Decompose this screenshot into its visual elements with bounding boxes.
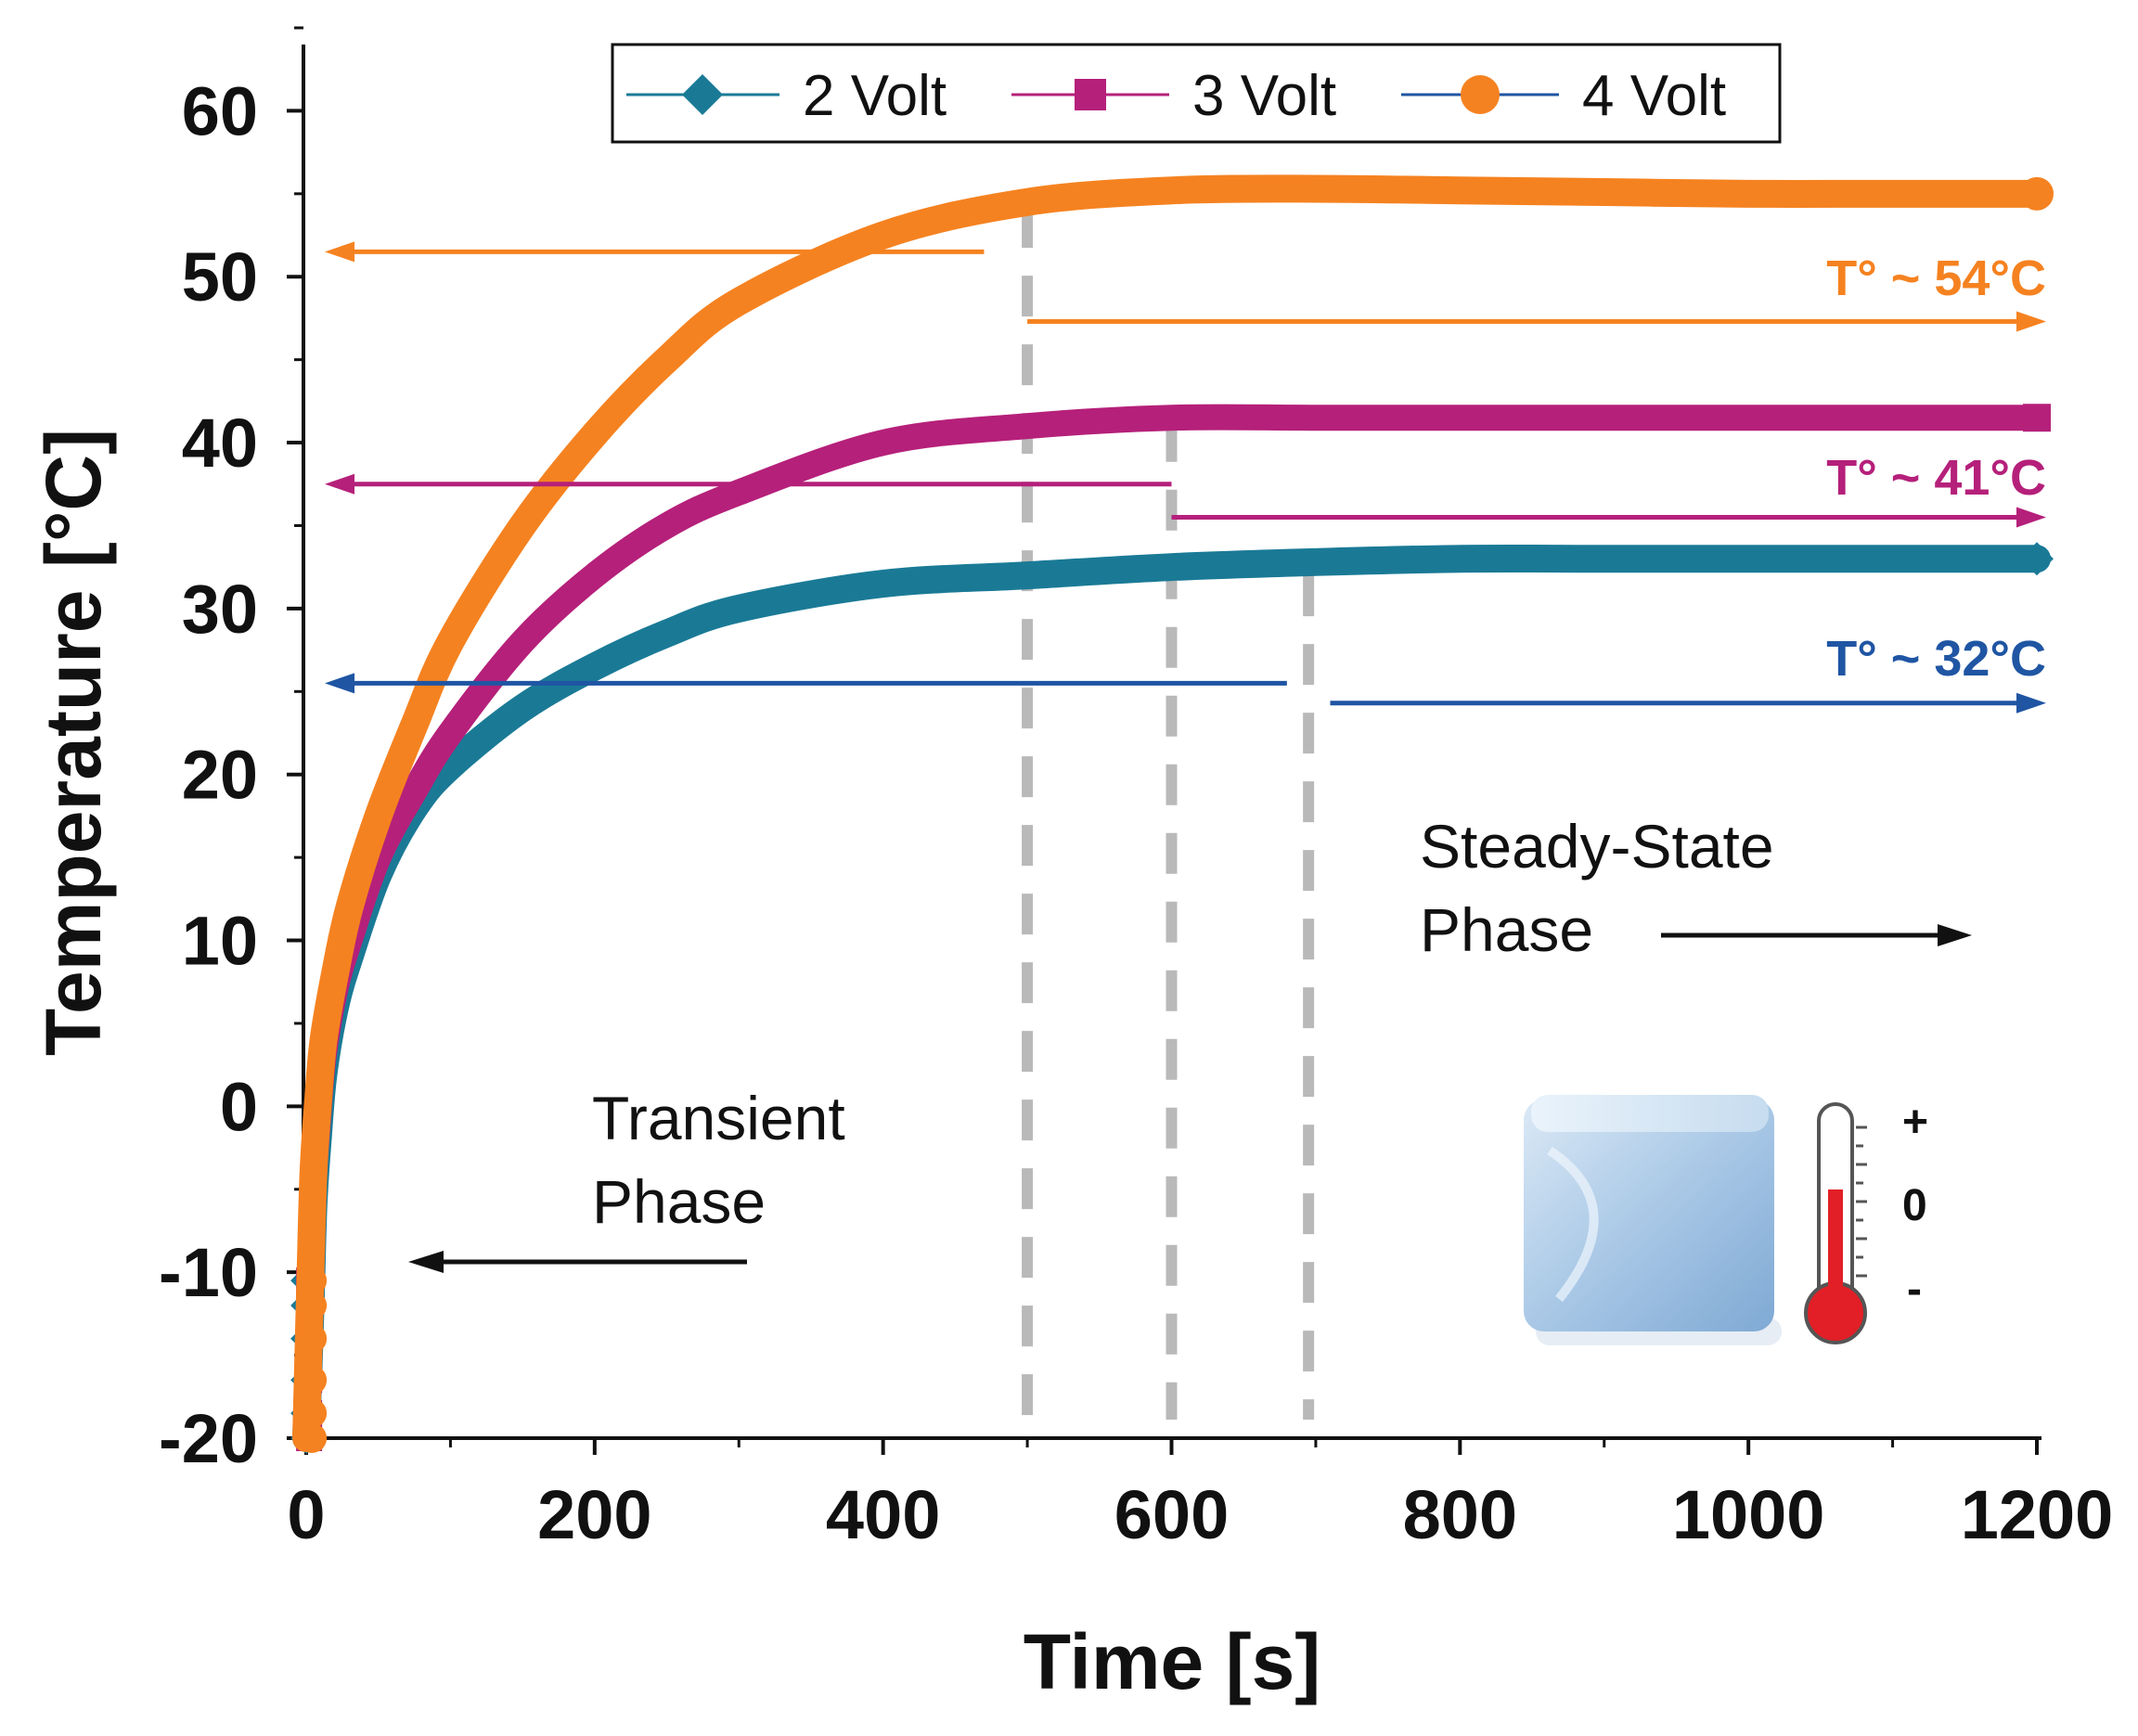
x-tick-label: 800 <box>1403 1476 1517 1553</box>
right-arrow-head <box>2016 507 2046 528</box>
legend: 2 Volt 3 Volt 4 Volt <box>611 43 1782 144</box>
legend-marker-2v <box>682 74 723 115</box>
temp-label-32: T° ~ 32°C <box>1826 631 2046 687</box>
steady-line-2: Phase <box>1420 895 1593 964</box>
legend-label-4v: 4 Volt <box>1582 64 1726 128</box>
left-arrow-head <box>325 241 354 263</box>
steady-line-1: Steady-State <box>1420 812 1774 881</box>
series-end-marker <box>2020 542 2054 576</box>
legend-label-3v: 3 Volt <box>1192 64 1336 128</box>
y-tick-label: -20 <box>159 1400 258 1477</box>
thermometer-minus-label: - <box>1907 1265 1922 1314</box>
ice-cube-illustration <box>1524 1095 1782 1345</box>
thermometer-mercury <box>1828 1189 1843 1301</box>
series-line-4-volt <box>292 174 2051 1452</box>
tick-labels: 0 200 400 600 800 1000 1200 -20 -10 0 10 20 30 40 50 60 <box>159 72 2113 1553</box>
y-tick-label: 20 <box>182 737 258 814</box>
transient-phase-label: Transient Phase <box>408 1084 845 1273</box>
thermometer-scale <box>1856 1125 1867 1278</box>
right-arrow-head <box>2016 311 2046 332</box>
x-axis-title: Time [s] <box>1024 1618 1321 1705</box>
right-arrow-head <box>2016 692 2046 714</box>
transient-line-2: Phase <box>592 1167 766 1236</box>
temp-label-group: T° ~ 54°C T° ~ 41°C T° ~ 32°C <box>1826 251 2046 687</box>
series-marker <box>297 1266 328 1296</box>
temp-label-54: T° ~ 54°C <box>1826 251 2046 306</box>
x-tick-label: 1200 <box>1961 1476 2114 1553</box>
legend-box <box>611 43 1782 144</box>
y-tick-label: 50 <box>182 238 258 315</box>
x-tick-label: 1000 <box>1672 1476 1825 1553</box>
transient-arrow-head <box>408 1251 444 1273</box>
series-marker <box>297 1323 328 1354</box>
ticks <box>287 26 2039 1455</box>
legend-marker-3v <box>1075 79 1106 110</box>
x-tick-label: 200 <box>537 1476 651 1553</box>
left-arrow-head <box>325 673 354 694</box>
temperature-annotations <box>325 241 2046 714</box>
series-marker <box>297 1365 328 1395</box>
dashed-boundary-lines <box>1022 207 1315 1420</box>
series-marker <box>297 1423 328 1453</box>
legend-marker-4v <box>1461 75 1500 114</box>
y-tick-label: 40 <box>182 405 258 482</box>
steady-phase-label: Steady-State Phase <box>1420 812 1972 964</box>
ice-cube-highlight <box>1547 1146 1599 1303</box>
series-end-marker <box>2020 176 2054 211</box>
thermometer-icon: + 0 - <box>1804 1098 1928 1344</box>
y-tick-label: -10 <box>159 1234 258 1311</box>
thermometer-zero-label: 0 <box>1902 1181 1927 1230</box>
ice-cube-top <box>1531 1095 1769 1132</box>
x-tick-label: 0 <box>287 1476 325 1553</box>
y-tick-label: 10 <box>182 903 258 980</box>
series-marker <box>297 1290 328 1320</box>
y-tick-label: 0 <box>220 1068 258 1145</box>
y-tick-label: 30 <box>182 571 258 648</box>
transient-line-1: Transient <box>592 1084 845 1152</box>
series-end-marker <box>2023 404 2051 432</box>
series-marker <box>297 1398 328 1429</box>
y-axis-title: Temperature [°C] <box>30 429 117 1056</box>
temp-label-41: T° ~ 41°C <box>1826 450 2046 506</box>
thermometer-plus-label: + <box>1902 1098 1928 1147</box>
x-tick-label: 400 <box>826 1476 940 1553</box>
ice-cube <box>1524 1099 1774 1331</box>
steady-arrow-head <box>1938 924 1972 946</box>
x-tick-label: 600 <box>1114 1476 1229 1553</box>
y-tick-label: 60 <box>182 72 258 149</box>
series-layer <box>290 174 2054 1454</box>
legend-label-2v: 2 Volt <box>803 64 947 128</box>
left-arrow-head <box>325 473 354 495</box>
